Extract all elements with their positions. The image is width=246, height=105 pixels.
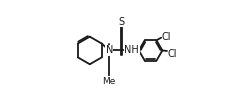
Text: NH: NH — [124, 45, 139, 55]
Text: N: N — [106, 45, 113, 55]
Text: Cl: Cl — [162, 32, 171, 42]
Text: Cl: Cl — [168, 49, 177, 58]
Text: Me: Me — [103, 77, 116, 86]
Text: S: S — [118, 17, 124, 27]
